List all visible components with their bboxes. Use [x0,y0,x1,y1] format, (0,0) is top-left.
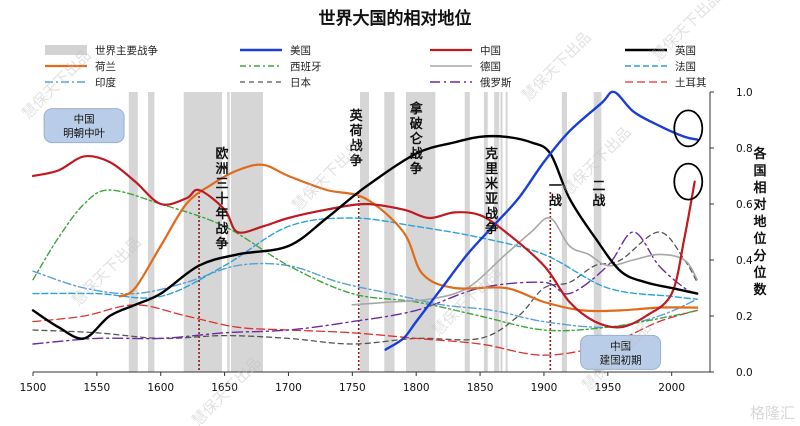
annotation-text: 明朝中叶 [63,127,105,140]
series-line [32,231,698,345]
war-band [561,92,567,372]
y-tick-label: 0.8 [736,143,753,155]
war-label: 英荷战争 [349,108,364,169]
highlight-circle [673,162,704,201]
x-tick-label: 1600 [147,382,174,394]
war-label: 拿破仑战争 [409,101,424,177]
series-line [32,231,698,345]
annotation-text: 建国初期 [600,353,642,366]
legend-swatch-wars [45,45,87,55]
legend-label: 英国 [675,44,696,57]
legend-label: 德国 [480,60,501,73]
war-band [483,92,488,372]
legend-label: 荷兰 [95,60,116,73]
legend-label: 美国 [290,44,311,57]
x-tick-label: 1800 [403,382,430,394]
war-label: 二战 [592,179,605,209]
series-line [32,189,698,332]
war-label: 欧洲三十年战争 [216,146,229,252]
war-band [593,92,602,372]
x-tick-label: 1500 [20,382,47,394]
war-label: 克里米亚战争 [485,146,499,237]
annotation-text: 中国 [74,113,95,126]
x-tick-label: 1650 [211,382,238,394]
war-band [147,92,155,372]
series-line [118,163,699,313]
war-band [183,92,223,372]
legend-label: 印度 [95,76,116,89]
legend-label: 俄罗斯 [480,76,512,89]
series-lines [31,90,704,356]
war-label: 一战 [549,179,562,209]
war-band [227,92,230,372]
war-band [405,92,436,372]
war-periods [128,92,602,372]
annotation-box [43,108,125,144]
x-tick-label: 1950 [594,382,621,394]
y-axis-label: 各国相对地位分位数 [752,146,767,298]
y-tick-label: 0.4 [736,255,753,267]
series-line [31,154,696,329]
legend-label: 西班牙 [290,61,322,73]
highlight-circle [673,109,704,148]
x-tick-label: 2000 [658,382,685,394]
annotation-text: 中国 [610,339,631,352]
y-axis-title: 各国相对地位分位数 [752,146,767,298]
series-line [351,216,698,306]
x-tick-label: 1700 [275,382,302,394]
series-line [32,217,698,300]
war-band [494,92,500,372]
x-tick-label: 1550 [84,382,111,394]
brand-watermark: 格隆汇 [750,404,795,422]
axes: 1500 1550 1600 1650 1700 1750 1800 1850 1900 1950… [20,87,753,394]
legend-label: 法国 [675,60,696,73]
legend-label: 土耳其 [675,76,707,89]
x-tick-label: 1850 [467,382,494,394]
war-band [500,92,503,372]
chart-title: 世界大国的相对地位 [319,8,472,29]
series-line [31,134,699,340]
war-band [360,92,369,372]
war-band [464,92,470,372]
watermark-text: 慧保天下出品 [518,28,594,104]
annotation-box [580,334,662,370]
legend-label: 世界主要战争 [95,44,158,57]
watermark-text: 慧保天下出品 [288,138,364,214]
x-tick-label: 1900 [531,382,558,394]
legend-label: 日本 [290,76,311,89]
y-tick-label: 0.6 [736,199,753,211]
series-line [384,90,699,351]
war-band [128,92,138,372]
war-band [384,92,395,372]
y-tick-label: 0.2 [736,311,753,323]
legend-label: 中国 [480,44,501,57]
y-tick-label: 0.0 [736,367,753,379]
x-tick-label: 1750 [339,382,366,394]
y-tick-label: 1.0 [736,87,753,99]
